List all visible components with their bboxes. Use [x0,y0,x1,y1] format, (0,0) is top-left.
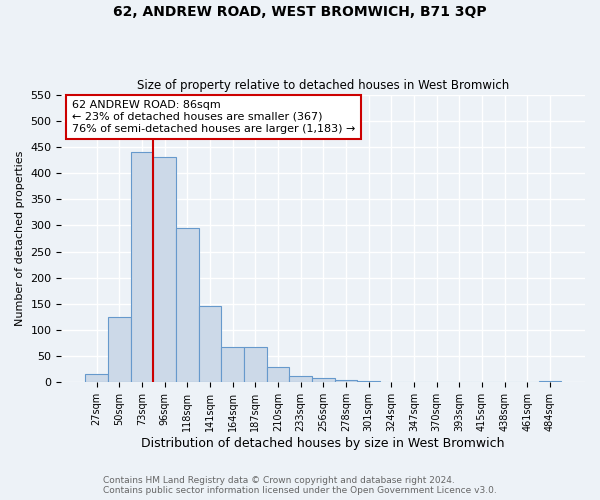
Bar [539,381,561,382]
Bar [153,158,176,382]
Bar [176,228,199,382]
Bar [199,306,221,382]
Bar [289,376,312,382]
X-axis label: Distribution of detached houses by size in West Bromwich: Distribution of detached houses by size … [142,437,505,450]
Bar [85,374,108,382]
Text: 62, ANDREW ROAD, WEST BROMWICH, B71 3QP: 62, ANDREW ROAD, WEST BROMWICH, B71 3QP [113,5,487,19]
Bar [312,378,335,382]
Text: Contains HM Land Registry data © Crown copyright and database right 2024.
Contai: Contains HM Land Registry data © Crown c… [103,476,497,495]
Bar [244,347,266,382]
Text: 62 ANDREW ROAD: 86sqm
← 23% of detached houses are smaller (367)
76% of semi-det: 62 ANDREW ROAD: 86sqm ← 23% of detached … [72,100,355,134]
Y-axis label: Number of detached properties: Number of detached properties [15,151,25,326]
Bar [266,366,289,382]
Bar [108,317,131,382]
Title: Size of property relative to detached houses in West Bromwich: Size of property relative to detached ho… [137,79,509,92]
Bar [335,380,357,382]
Bar [131,152,153,382]
Bar [221,347,244,382]
